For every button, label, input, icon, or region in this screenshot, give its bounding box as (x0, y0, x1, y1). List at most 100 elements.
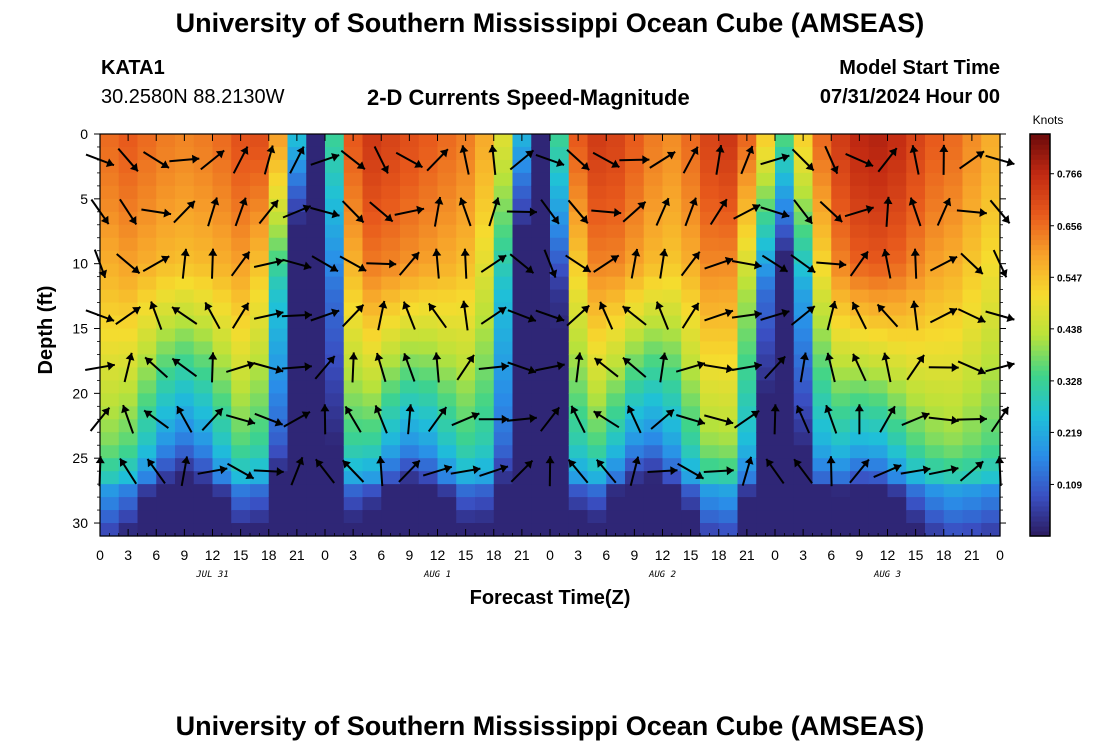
heatmap-cell (343, 341, 364, 356)
heatmap-cell (662, 393, 682, 407)
heatmap-cell (868, 419, 889, 433)
heatmap-cell (512, 367, 532, 381)
heatmap-cell (118, 510, 139, 524)
colorbar-segment (1030, 194, 1050, 200)
heatmap-cell (737, 302, 757, 317)
heatmap-cell (287, 172, 307, 187)
heatmap-cell (343, 471, 364, 485)
heatmap-cell (868, 328, 889, 343)
heatmap-cell (587, 471, 607, 485)
heatmap-cell (812, 380, 832, 394)
current-vector-arrow (207, 197, 220, 227)
heatmap-cell (643, 523, 664, 537)
heatmap-cell (662, 185, 682, 200)
heatmap-cell (700, 380, 720, 394)
heatmap-cell (737, 367, 757, 381)
current-vector-arrow (459, 145, 470, 175)
heatmap-cell (606, 380, 626, 394)
heatmap-cell (962, 263, 982, 278)
current-vector-arrow (115, 306, 141, 326)
heatmap-cell (737, 315, 757, 330)
heatmap-cell (868, 289, 889, 304)
heatmap-cell (943, 406, 964, 420)
heatmap-cell (512, 484, 532, 498)
heatmap-cell (793, 380, 814, 394)
current-vector-arrow (480, 306, 507, 325)
heatmap-cell (418, 185, 439, 200)
heatmap-cell (381, 497, 401, 511)
colorbar-segment (1030, 335, 1050, 341)
date-label: AUG 2 (648, 570, 676, 580)
current-vector-arrow (849, 458, 870, 484)
heatmap-cell (737, 159, 757, 174)
current-vector-arrow (844, 205, 874, 218)
heatmap-cell (643, 432, 664, 446)
heatmap-cell (718, 354, 739, 369)
heatmap-cell (793, 159, 814, 174)
colorbar-segment (1030, 465, 1050, 472)
heatmap-cell (850, 198, 870, 213)
heatmap-cell (250, 134, 270, 148)
heatmap-cell (193, 211, 214, 226)
heatmap-cell (737, 432, 757, 446)
heatmap-cell (231, 432, 251, 446)
heatmap-cell (587, 419, 607, 433)
heatmap-cell (156, 263, 176, 278)
heatmap-cell (512, 315, 532, 330)
heatmap-cell (381, 510, 401, 524)
x-tick-label: 6 (602, 547, 610, 563)
heatmap-cell (925, 302, 945, 317)
heatmap-cell (587, 134, 607, 148)
heatmap-cell (850, 211, 870, 226)
heatmap-cell (868, 484, 889, 498)
heatmap-cell (175, 289, 195, 304)
heatmap-cell (718, 432, 739, 446)
y-tick-label: 10 (72, 256, 88, 272)
heatmap-cell (587, 484, 607, 498)
colorbar-segment (1030, 490, 1050, 497)
heatmap-cell (437, 159, 457, 174)
heatmap-cell (550, 315, 570, 330)
current-vector-arrow (204, 301, 221, 330)
heatmap-cell (812, 211, 832, 226)
heatmap-cell (775, 302, 795, 317)
current-vector-arrow (201, 407, 224, 431)
heatmap-cell (568, 289, 589, 304)
current-vector-arrow (793, 199, 813, 225)
heatmap-cell (437, 484, 457, 498)
heatmap-cell (212, 432, 232, 446)
heatmap-cell (718, 471, 739, 485)
heatmap-cell (981, 354, 1001, 369)
heatmap-cell (250, 484, 270, 498)
colorbar-label: 0.656 (1057, 222, 1082, 233)
heatmap-cell (756, 341, 776, 356)
heatmap-cell (137, 315, 157, 330)
heatmap-cell (418, 432, 439, 446)
heatmap-cell (325, 224, 345, 239)
x-tick-label: 9 (180, 547, 188, 563)
heatmap-cell (550, 198, 570, 213)
current-vector-arrow (764, 355, 786, 380)
y-tick-label: 15 (72, 321, 88, 337)
heatmap-cell (681, 419, 701, 433)
heatmap-cell (531, 237, 551, 252)
heatmap-cell (362, 276, 382, 291)
current-vector-arrow (263, 145, 276, 175)
heatmap-cell (681, 276, 701, 291)
heatmap-cell (962, 458, 982, 472)
heatmap-cell (643, 367, 664, 381)
heatmap-cell (793, 484, 814, 498)
heatmap-cell (812, 159, 832, 174)
heatmap-cell (100, 198, 120, 213)
heatmap-cell (100, 211, 120, 226)
heatmap-cell (418, 172, 439, 187)
heatmap-cell (175, 484, 195, 498)
heatmap-cell (587, 276, 607, 291)
current-vector-arrow (394, 205, 425, 216)
heatmap-cell (175, 146, 195, 161)
heatmap-cell (381, 185, 401, 200)
heatmap-cell (718, 484, 739, 498)
heatmap-cell (306, 146, 326, 161)
heatmap-cell (437, 198, 457, 213)
heatmap-cell (418, 419, 439, 433)
